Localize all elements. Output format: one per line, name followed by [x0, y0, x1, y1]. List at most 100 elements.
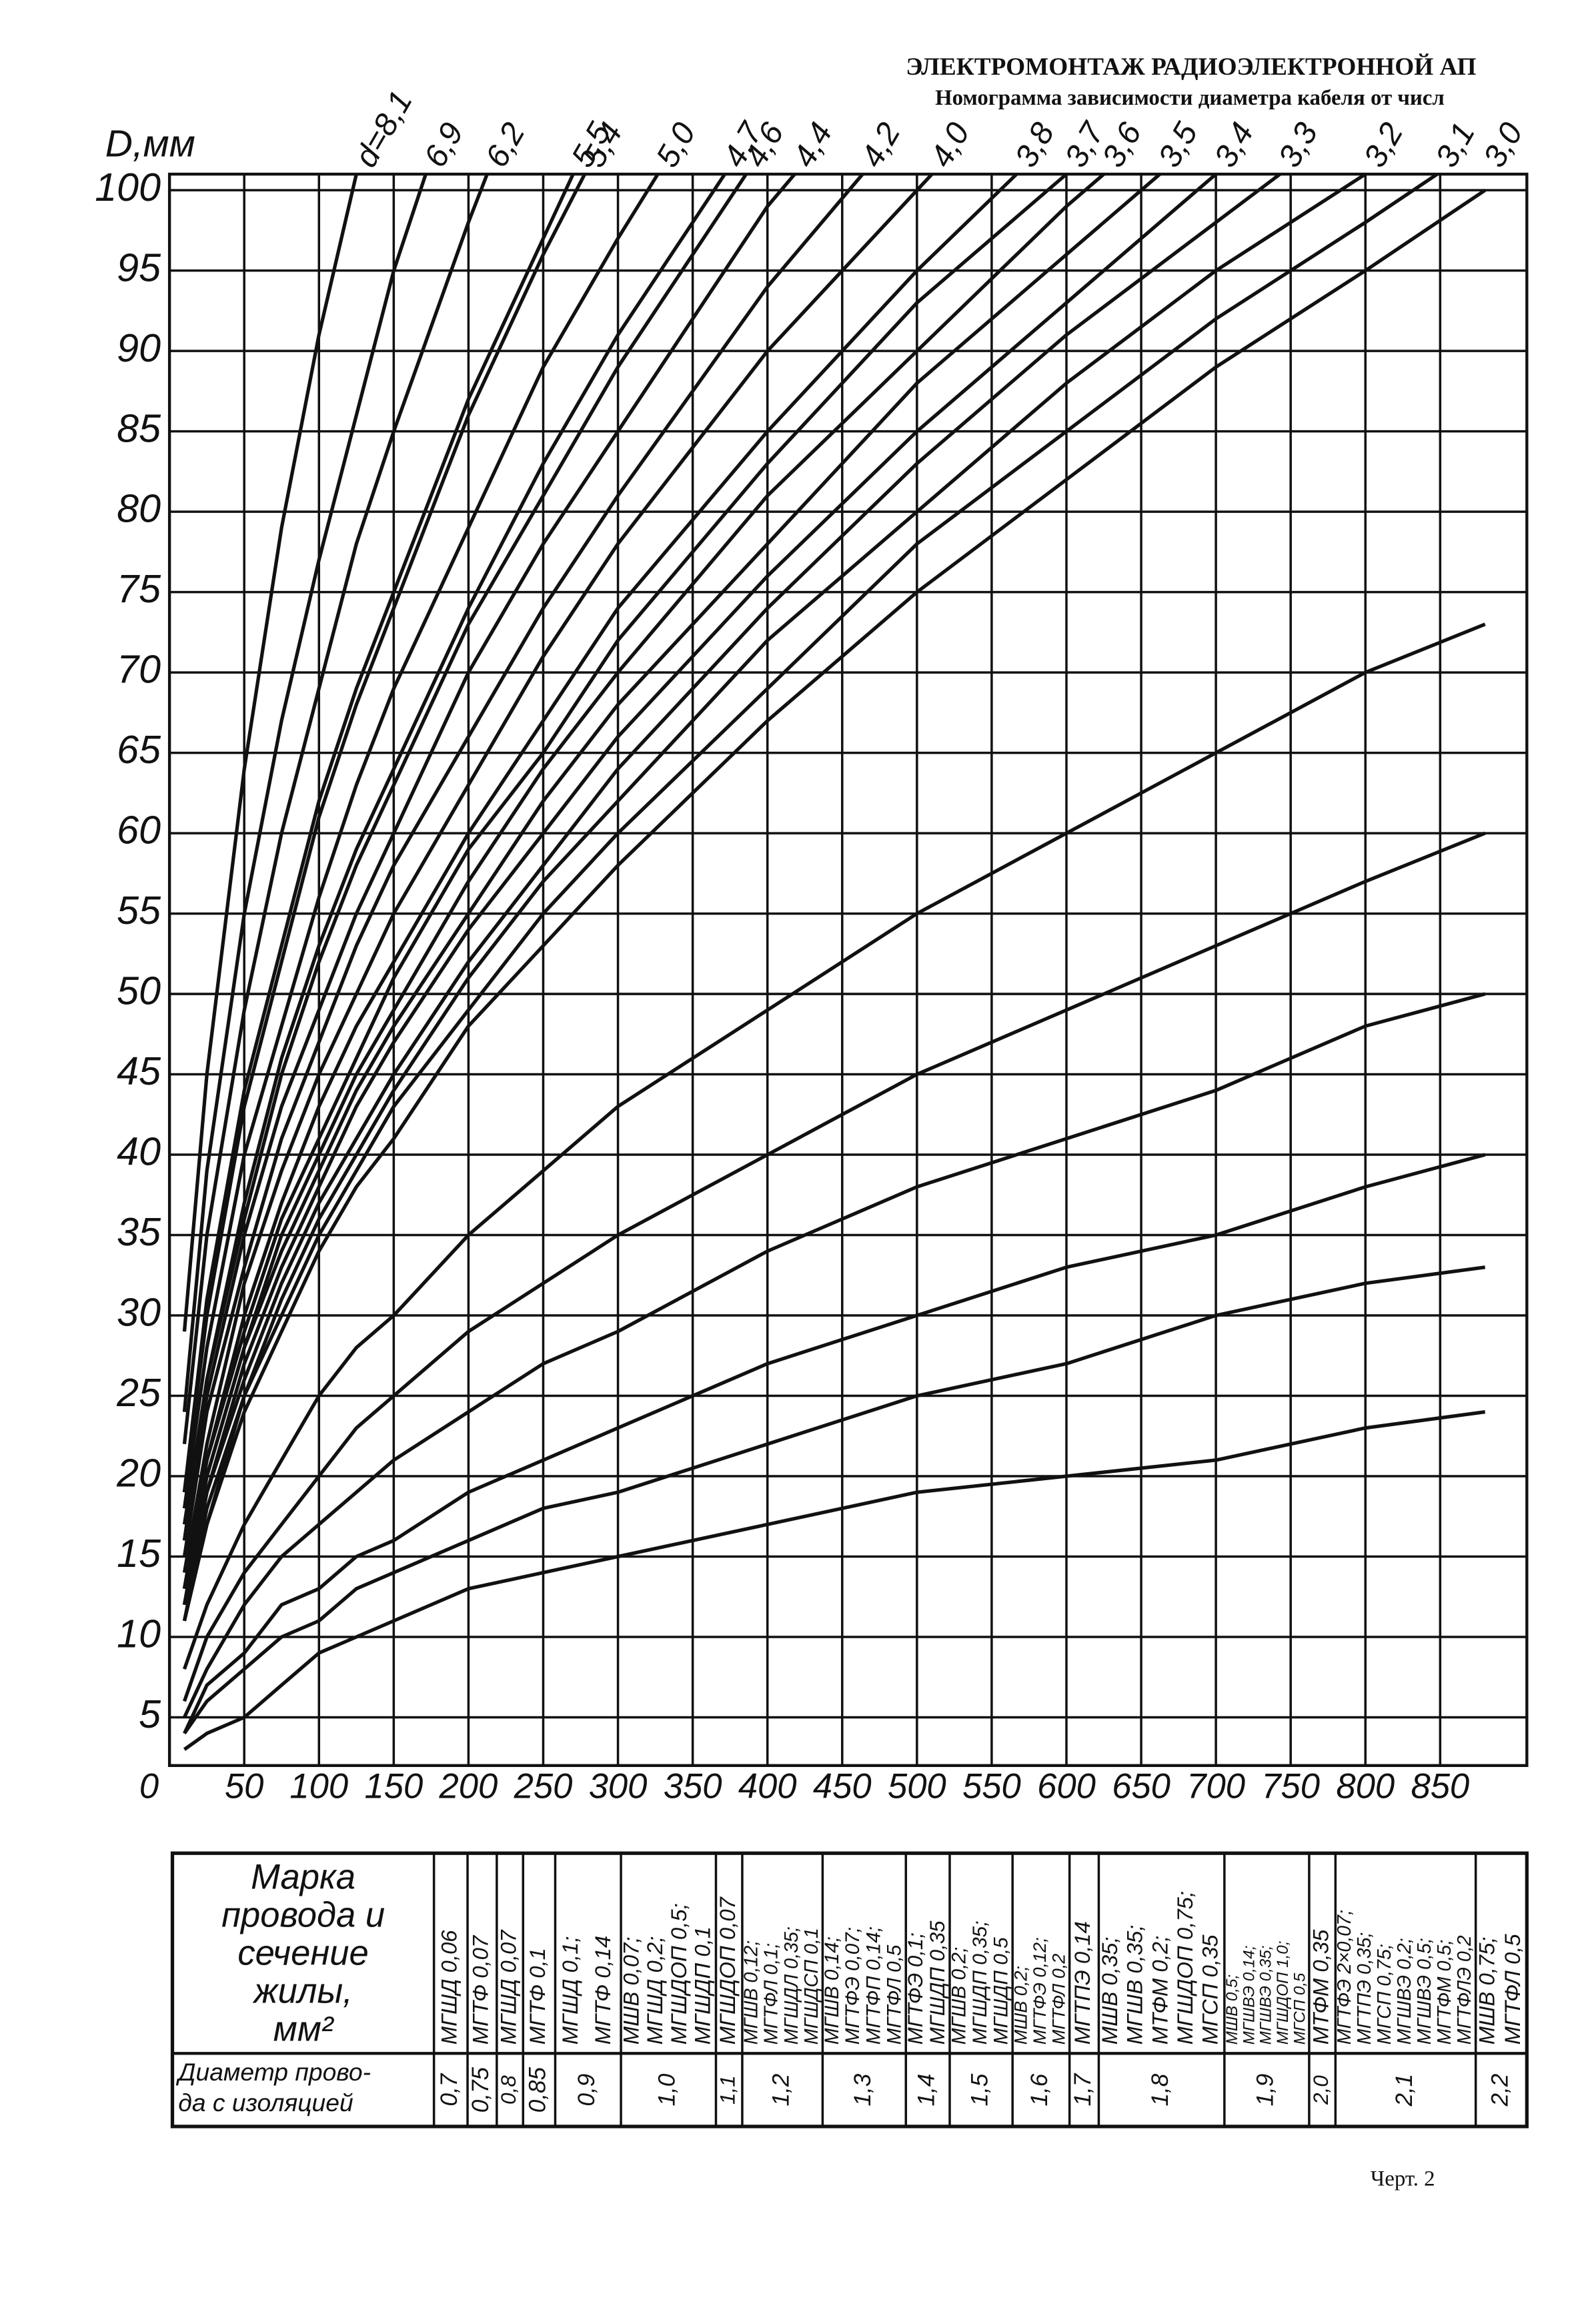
wire-diameter: 0,85 — [525, 2067, 551, 2113]
wire-type: МГТФЭ 0,07; — [842, 1927, 864, 2045]
curve — [182, 174, 660, 1509]
x-tick-label: 850 — [1411, 1767, 1469, 1806]
y-tick-label: 20 — [116, 1451, 161, 1496]
curve-label: 3,1 — [1429, 117, 1482, 173]
table-header-label: Марка — [251, 1858, 355, 1897]
curve — [182, 188, 1487, 1622]
wire-type: МГТФЛЭ 0,2 — [1454, 1935, 1475, 2045]
table-header-label: жилы, — [252, 1971, 352, 2010]
x-tick-label: 800 — [1336, 1767, 1395, 1806]
wire-type: МГШВЭ 0,5; — [1414, 1938, 1435, 2045]
y-tick-label: 95 — [117, 245, 161, 289]
wire-diameter: 2,0 — [1309, 2075, 1333, 2105]
x-tick-label: 250 — [514, 1767, 573, 1806]
curve — [182, 174, 358, 1332]
footer: Черт. 2 — [1371, 2167, 1435, 2191]
curve-label: 3,5 — [1151, 117, 1205, 173]
curve — [182, 174, 797, 1541]
wire-type: МГТФЛ 0,1; — [761, 1943, 782, 2045]
wire-type: МГШДОП 0,07 — [715, 1896, 740, 2045]
wire-type: МГШВ 0,2; — [948, 1947, 970, 2045]
x-tick-label: 50 — [225, 1767, 263, 1806]
curve — [183, 1153, 1486, 1734]
x-tick-label: 300 — [589, 1767, 648, 1806]
y-tick-label: 30 — [117, 1290, 161, 1335]
x-tick-label: 150 — [364, 1767, 423, 1806]
curve-label: 3,3 — [1271, 117, 1325, 173]
curve — [182, 174, 1163, 1606]
y-tick-label: 90 — [117, 326, 161, 370]
curve — [182, 622, 1486, 1670]
wire-diameter: 1,0 — [654, 2073, 680, 2106]
curve — [182, 174, 1283, 1606]
x-tick-label: 750 — [1261, 1767, 1320, 1806]
wire-type: МГСП 0,75; — [1374, 1944, 1395, 2045]
x-tick-label: 650 — [1112, 1767, 1170, 1806]
curve-label: 4,0 — [923, 117, 976, 173]
curve-label: 3,6 — [1095, 117, 1148, 173]
wire-type: МГШД 0,06 — [437, 1930, 462, 2045]
curve — [182, 174, 576, 1493]
wire-type: МГТПЭ 0,35; — [1354, 1932, 1375, 2045]
y-tick-label: 40 — [117, 1129, 161, 1174]
curve — [182, 174, 1441, 1622]
wire-type: МГШД 0,2; — [642, 1936, 667, 2045]
y-tick-label: 60 — [117, 808, 161, 852]
wire-diameter: 1,7 — [1070, 2073, 1096, 2106]
curve-label: 5,0 — [649, 117, 702, 173]
curve — [183, 1265, 1486, 1735]
y-axis-label: D,мм — [105, 122, 195, 165]
wire-type: МГШДП 0,1 — [690, 1926, 714, 2045]
curve — [182, 174, 490, 1445]
curve — [182, 174, 727, 1525]
wire-diameter: 2,1 — [1391, 2074, 1417, 2107]
header-line: Номограмма зависимости диаметра кабеля о… — [935, 86, 1445, 110]
curve — [182, 174, 934, 1574]
wire-diameter: 1,6 — [1026, 2073, 1052, 2106]
wire-diameter: 1,5 — [966, 2073, 992, 2106]
y-tick-label: 25 — [116, 1370, 161, 1415]
wire-type: МГШДСП 0,1 — [801, 1928, 822, 2045]
wire-type: МГШДЛ 0,35; — [781, 1926, 802, 2045]
x-tick-label: 0 — [139, 1767, 159, 1806]
wire-diameter: 1,2 — [768, 2074, 794, 2107]
header-line: ЭЛЕКТРОМОНТАЖ РАДИОЭЛЕКТРОННОЙ АП — [906, 53, 1476, 81]
y-tick-label: 75 — [117, 566, 161, 611]
wire-type: МГШДП 0,35; — [969, 1920, 991, 2045]
wire-diameter: 0,8 — [496, 2075, 520, 2105]
y-tick-label: 85 — [117, 406, 161, 450]
wire-type: МГТФЛ 0,5 — [1500, 1934, 1525, 2045]
wire-type: МГТФМ 0,5; — [1434, 1940, 1455, 2045]
wire-diameter: 1,8 — [1147, 2073, 1173, 2106]
curve — [183, 1410, 1486, 1751]
table-row-label: Диаметр прово- — [175, 2058, 371, 2086]
curve — [182, 174, 587, 1493]
y-tick-label: 35 — [117, 1209, 161, 1254]
x-tick-label: 350 — [664, 1767, 722, 1806]
plot-frame — [167, 172, 1529, 1767]
curve — [182, 174, 428, 1412]
wire-type: МГШВЭ 0,2; — [1394, 1938, 1415, 2045]
wire-diameter: 0,75 — [468, 2067, 494, 2113]
wire-type: МГШДОП 0,5; — [666, 1903, 691, 2045]
x-tick-label: 400 — [738, 1767, 797, 1806]
curve — [182, 174, 1217, 1606]
curves — [182, 174, 1487, 1751]
curve-label: 6,9 — [417, 117, 470, 173]
wire-diameter: 1,3 — [850, 2073, 876, 2106]
wire-type: МШВ 0,75; — [1475, 1936, 1499, 2045]
curve — [183, 992, 1486, 1718]
wire-type: МТФМ 0,35 — [1308, 1929, 1333, 2045]
wire-type: МГТФЭ 2×0,07; — [1334, 1910, 1355, 2045]
x-tick-label: 550 — [962, 1767, 1021, 1806]
x-tick-label: 450 — [813, 1767, 872, 1806]
x-tick-label: 500 — [888, 1767, 946, 1806]
wire-type: МГШД 0,1; — [558, 1936, 582, 2045]
table-header-label: провода и — [221, 1896, 385, 1935]
wire-type: МГТФЭ 0,1; — [904, 1932, 927, 2045]
x-tick-label: 200 — [439, 1767, 498, 1806]
curve-label: 3,0 — [1476, 117, 1529, 173]
curve-label: 6,2 — [478, 117, 532, 173]
wire-type: МГТФ 0,07 — [468, 1934, 493, 2045]
y-tick-label: 70 — [117, 647, 161, 692]
